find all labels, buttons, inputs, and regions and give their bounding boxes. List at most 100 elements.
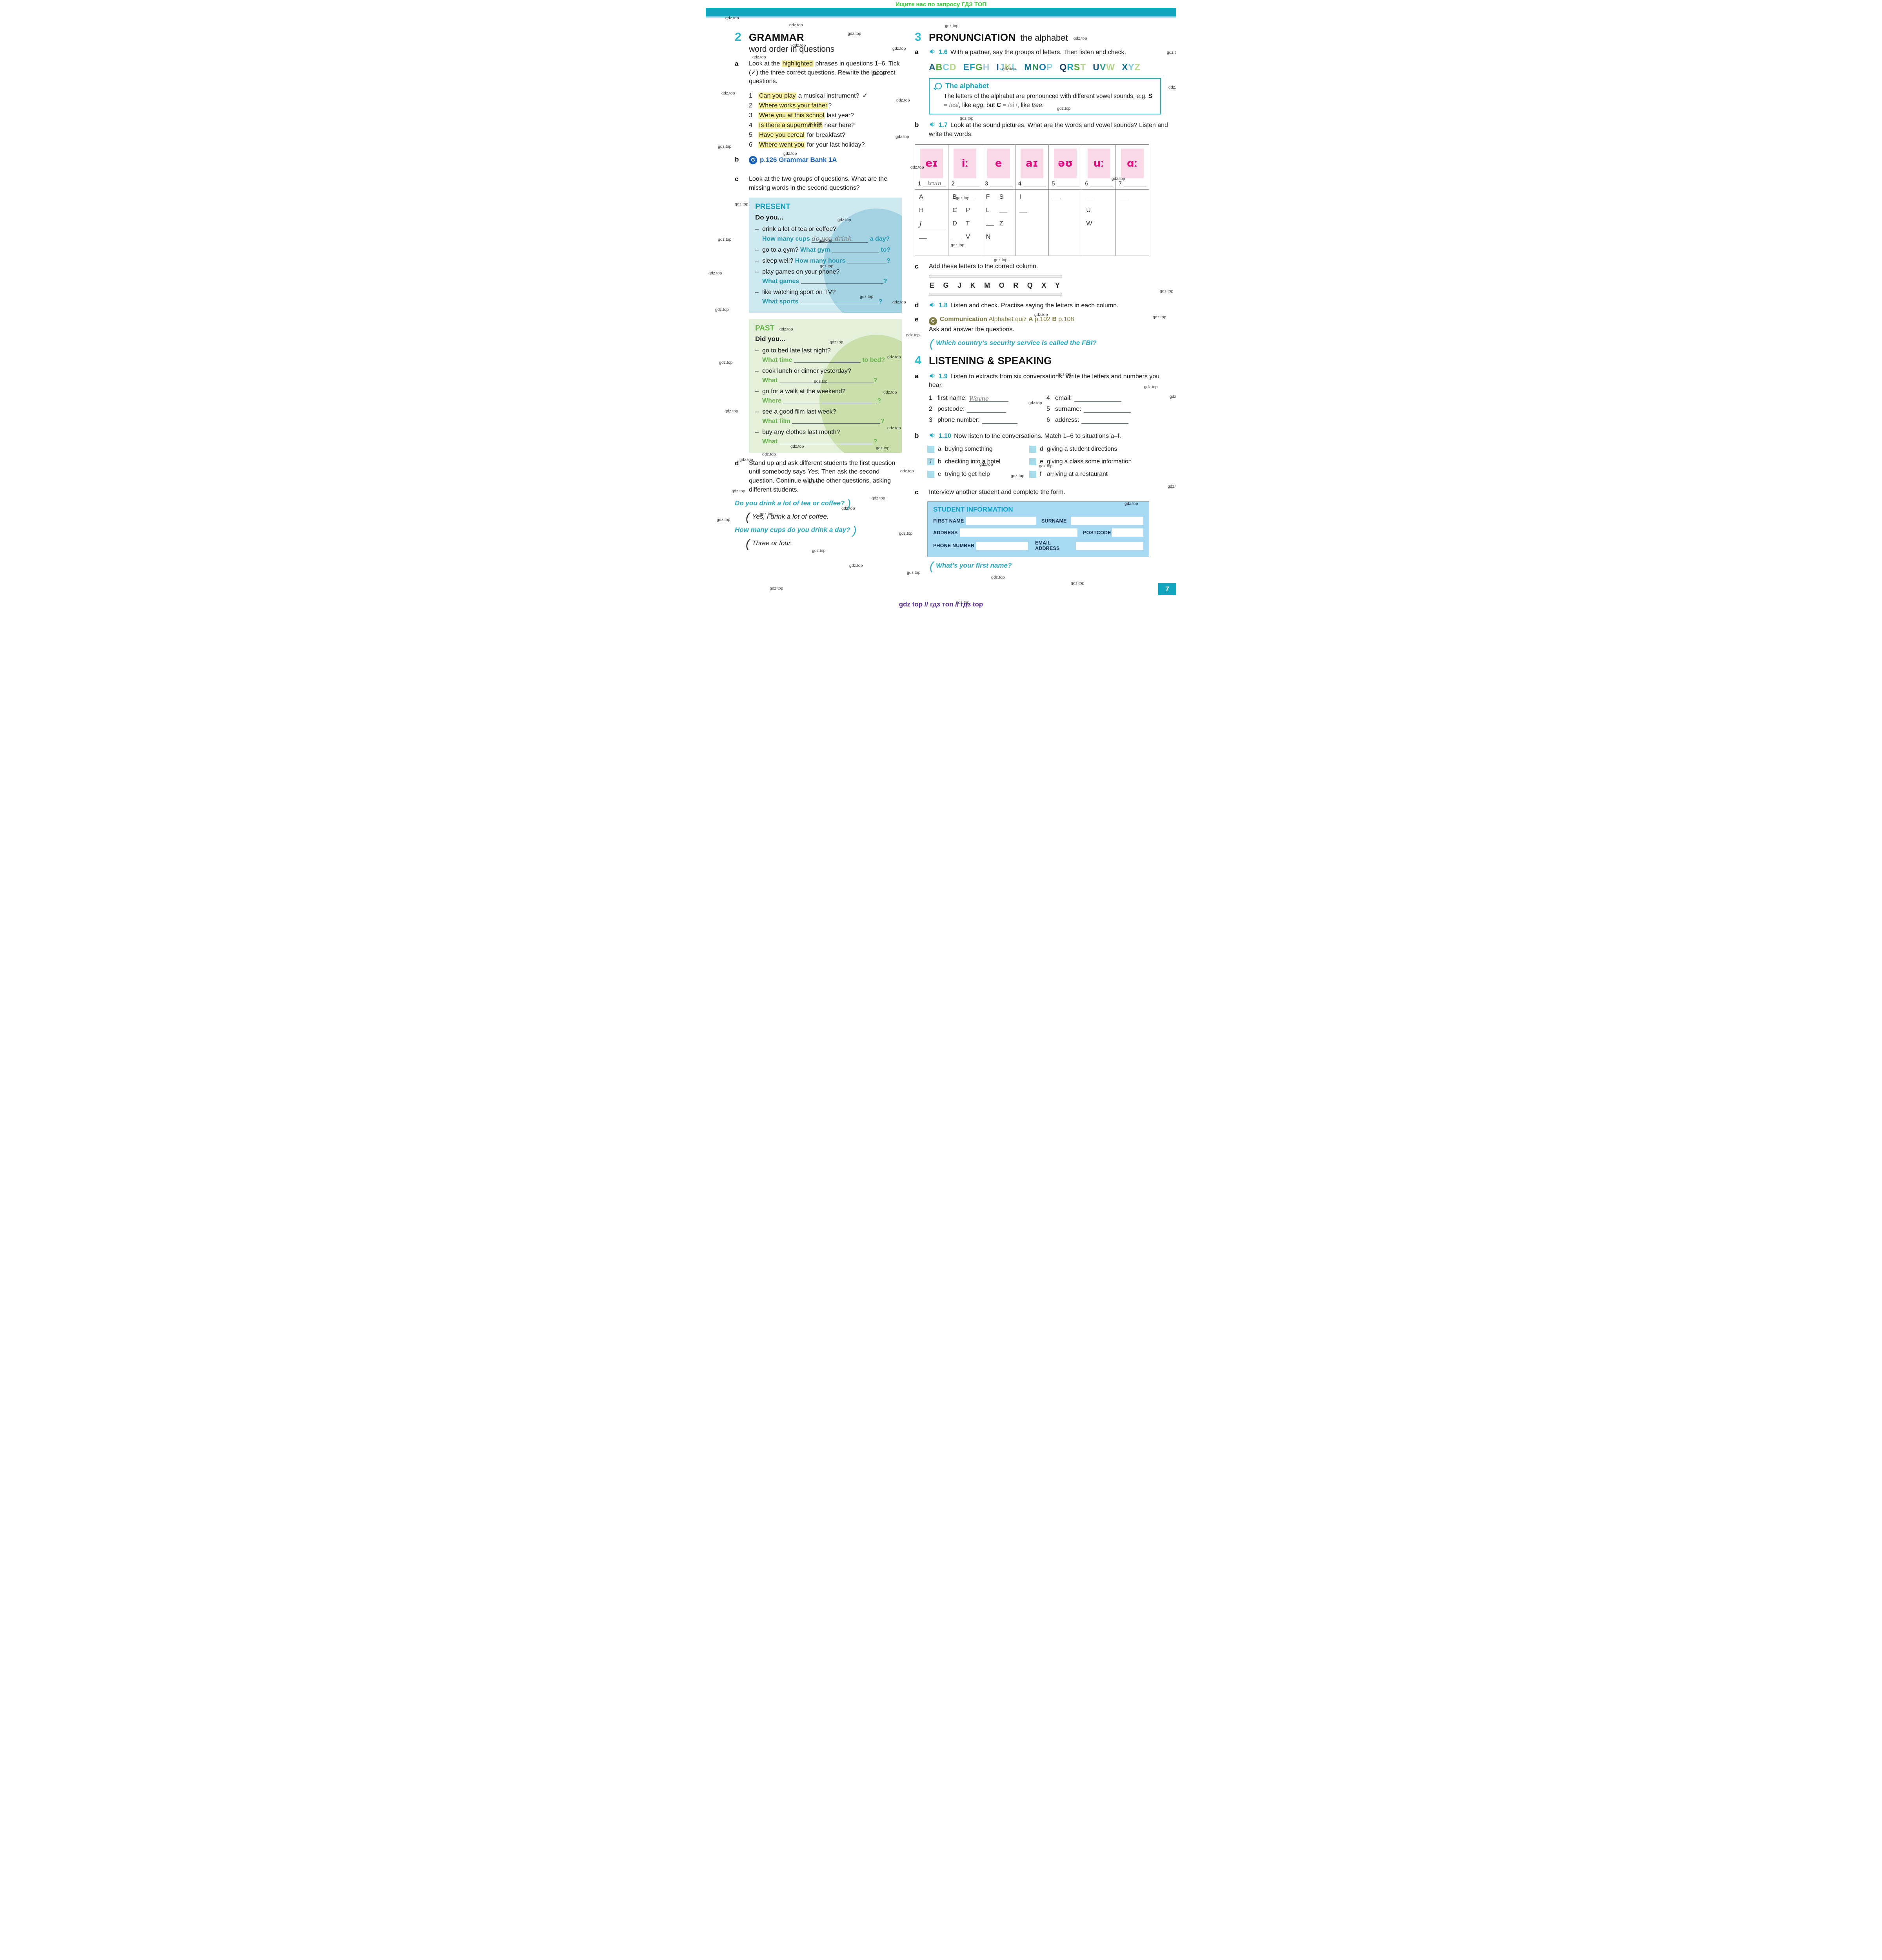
word-answer-line[interactable] xyxy=(1090,180,1113,187)
follow-up: ? xyxy=(873,438,877,445)
watermark: gdz.top xyxy=(789,23,803,27)
handwritten-answer: do you drink xyxy=(812,234,852,242)
word-answer-line[interactable] xyxy=(1124,180,1146,187)
blank-line[interactable] xyxy=(792,418,881,424)
field-number: 5 xyxy=(1046,405,1050,412)
blank-line[interactable] xyxy=(779,438,874,444)
word-answer-line[interactable] xyxy=(990,180,1013,187)
letter-cell[interactable] xyxy=(999,207,1013,220)
field-blank[interactable] xyxy=(1083,406,1131,413)
textbook-page: Ищите нас по запросу ГДЗ ТОП gdz.top gdz.… xyxy=(706,0,1176,609)
letter: D xyxy=(949,62,957,72)
highlighted-phrase: Were you at this school xyxy=(758,112,825,119)
text: Look at the xyxy=(749,60,782,67)
follow-up: What xyxy=(762,377,779,384)
match-box[interactable] xyxy=(927,445,934,453)
section-number: 3 xyxy=(915,31,921,44)
letter: N xyxy=(1032,62,1039,72)
follow-up: How many hours xyxy=(795,257,847,264)
letter-cell[interactable] xyxy=(986,220,999,234)
grammar-subtitle: word order in questions xyxy=(749,45,835,54)
text: Then ask the second question. Continue w… xyxy=(749,468,891,493)
audio-speaker-icon xyxy=(929,301,936,309)
exercise-label: d xyxy=(735,459,739,467)
word-answer-line[interactable] xyxy=(1023,180,1046,187)
match-box[interactable] xyxy=(927,470,934,478)
field-blank[interactable] xyxy=(1081,417,1129,424)
box-title: PRESENT xyxy=(755,202,790,211)
follow-up: ? xyxy=(886,257,890,264)
blank-line[interactable] xyxy=(847,258,887,263)
form-label: PHONE NUMBER xyxy=(933,543,975,549)
phone-number-input[interactable] xyxy=(976,541,1028,550)
fields-right-column: 4 email: 5 surname: 6 address: xyxy=(1046,395,1164,428)
match-box[interactable]: 1 xyxy=(927,458,934,465)
match-box[interactable] xyxy=(1029,445,1036,453)
letter-cell[interactable] xyxy=(919,233,946,247)
bubble-tail: ( xyxy=(746,537,750,550)
answer-line[interactable]: do you drink xyxy=(812,234,868,243)
handwritten-answer: train xyxy=(927,180,941,187)
grammar-bank-link[interactable]: G p.126 Grammar Bank 1A xyxy=(749,155,903,165)
watermark: gdz.top xyxy=(715,307,729,312)
postcode-input[interactable] xyxy=(1112,528,1143,537)
letter: P xyxy=(1046,62,1053,72)
text-segment: C xyxy=(996,102,1001,109)
field-number: 2 xyxy=(929,405,932,412)
first-name-input[interactable] xyxy=(966,517,1036,525)
question-number: 4 xyxy=(749,122,752,129)
surname-input[interactable] xyxy=(1071,517,1143,525)
watermark: gdz.top xyxy=(770,586,783,591)
audio-speaker-icon xyxy=(929,432,936,439)
field-blank[interactable] xyxy=(967,406,1006,413)
word-answer-line[interactable] xyxy=(1057,180,1080,187)
letter-cell[interactable] xyxy=(1086,194,1113,207)
letter-cell[interactable] xyxy=(952,234,966,247)
question-text: Where went you for your last holiday? xyxy=(758,140,865,150)
blank-line[interactable] xyxy=(801,278,883,284)
blank-line[interactable] xyxy=(783,397,877,403)
letter: M xyxy=(984,281,990,290)
blank-line[interactable] xyxy=(794,357,861,363)
word-answer-line[interactable]: train xyxy=(923,180,946,187)
email-address-input[interactable] xyxy=(1076,541,1143,550)
field-blank[interactable] xyxy=(982,417,1017,424)
exercise-4a: a 1.9 Listen to extracts from six convers… xyxy=(915,372,1174,390)
match-box[interactable] xyxy=(1029,470,1036,478)
field-row: 2 postcode: xyxy=(929,406,1046,413)
word-answer-line[interactable] xyxy=(956,180,979,187)
alphabet-info-box: The alphabet The letters of the alphabet… xyxy=(929,78,1161,115)
option-text: giving a student directions xyxy=(1047,445,1117,452)
letter-cells: I xyxy=(1015,190,1048,256)
follow-up: to bed? xyxy=(860,356,885,363)
match-box[interactable] xyxy=(1029,458,1036,465)
dash: – xyxy=(755,367,759,374)
field-blank[interactable] xyxy=(1074,395,1121,402)
letter-cell[interactable] xyxy=(1019,207,1046,220)
question: sleep well? xyxy=(762,257,795,264)
letter-cell[interactable] xyxy=(1053,194,1079,207)
blank-line[interactable] xyxy=(832,247,879,252)
speech-bubble-answer: (Yes, I drink a lot of coffee. xyxy=(746,511,903,523)
field-blank[interactable]: Wayne xyxy=(969,395,1008,402)
address-input[interactable] xyxy=(960,528,1077,537)
tree-picture: iː xyxy=(954,148,977,178)
alphabet-box-text: The letters of the alphabet are pronounc… xyxy=(935,92,1155,110)
exercise-label: a xyxy=(915,48,919,56)
bubble-tail: ( xyxy=(930,337,934,350)
option-row: e giving a class some information xyxy=(1029,458,1163,465)
blank-line[interactable] xyxy=(800,298,879,304)
option-row: c trying to get help xyxy=(927,470,1029,478)
letter-cells xyxy=(1116,190,1149,256)
letter-cell[interactable] xyxy=(1120,194,1146,207)
letter-cell: T xyxy=(966,220,970,227)
highlighted-phrase: Where works your father xyxy=(758,102,828,109)
field-row: 3 phone number: xyxy=(929,417,1046,424)
question-row: 5 Have you cereal for breakfast? xyxy=(749,130,903,140)
letter-cell[interactable] xyxy=(966,194,979,207)
highlighted-phrase: Is there a supermarket xyxy=(758,122,823,129)
blank-line[interactable] xyxy=(779,377,874,383)
